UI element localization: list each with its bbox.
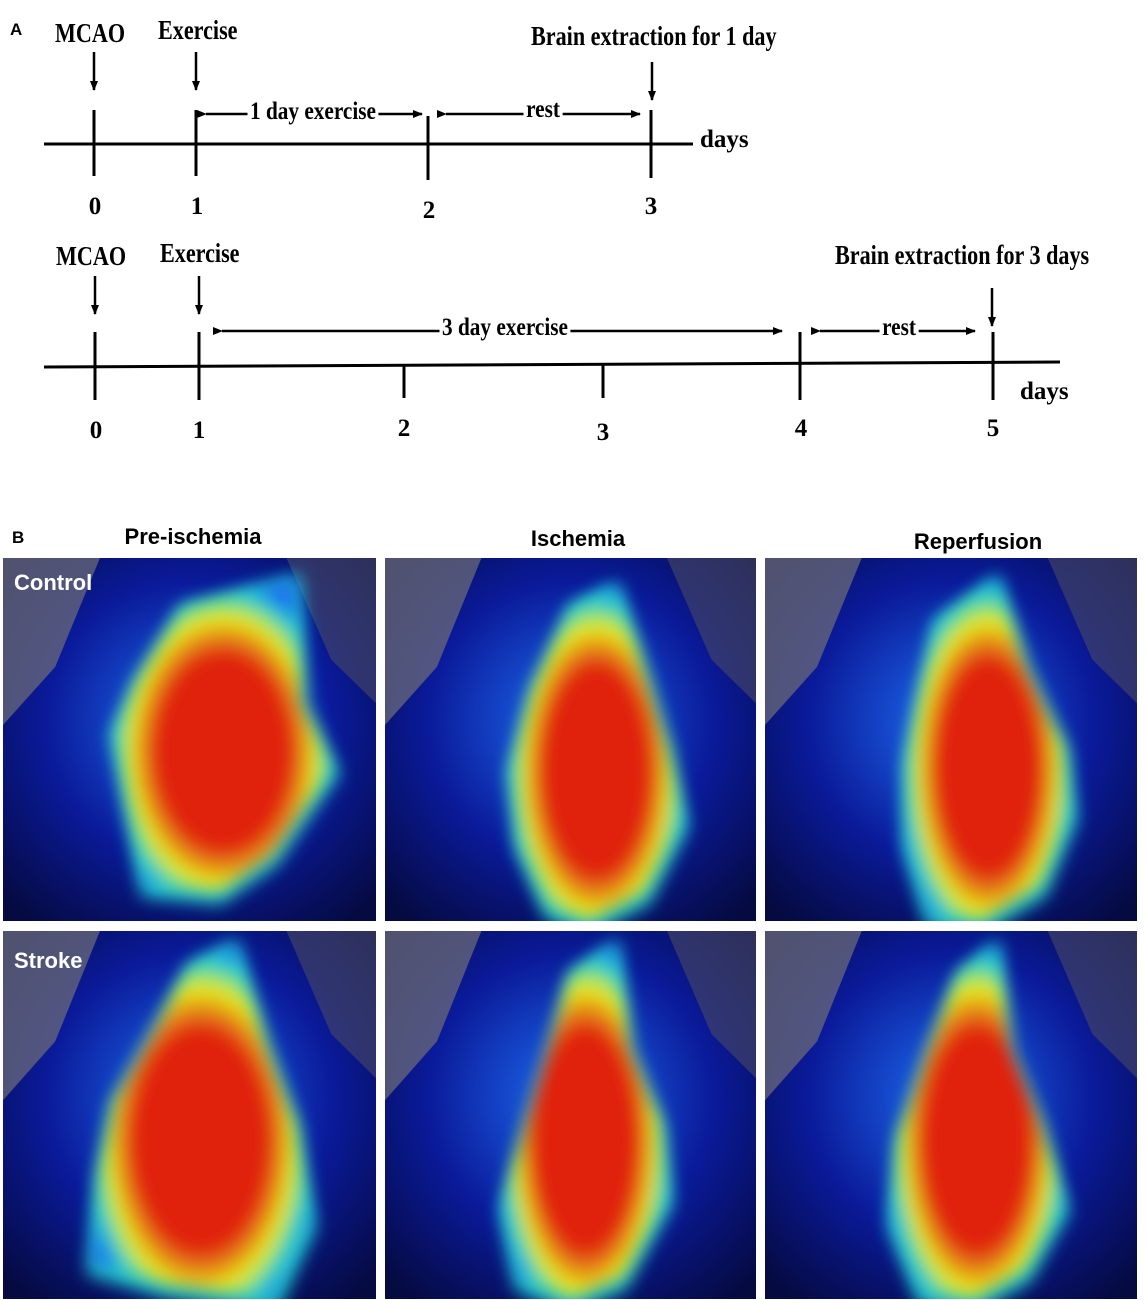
timeline-2-tick-label-2: 2 bbox=[397, 415, 411, 442]
timeline-2-extraction-label: Brain extraction for 3 days bbox=[835, 240, 1090, 270]
column-header-reperfusion: Reperfusion bbox=[913, 529, 1043, 554]
timeline-2-mcao-label: MCAO bbox=[56, 241, 127, 271]
row-label-stroke: Stroke bbox=[14, 948, 83, 973]
timeline-1-tick-label-1: 1 bbox=[190, 193, 204, 220]
timeline-2-units: days bbox=[1020, 378, 1069, 405]
timeline-2-exercise-label: Exercise bbox=[160, 238, 240, 268]
timeline-1-graphic bbox=[43, 52, 1061, 400]
column-header-pre-ischemia: Pre-ischemia bbox=[124, 524, 262, 549]
timeline-1-mcao-label: MCAO bbox=[55, 18, 126, 48]
timeline-2-tick-label-3: 3 bbox=[596, 419, 610, 446]
column-header-ischemia: Ischemia bbox=[530, 526, 626, 551]
timeline-1-units: days bbox=[700, 126, 749, 153]
panel-a-letter: A bbox=[10, 20, 23, 39]
timeline-1-exercise-span-label: 1 day exercise bbox=[247, 98, 379, 126]
timeline-2-tick-label-5: 5 bbox=[986, 415, 1000, 442]
timeline-2-axis bbox=[43, 360, 1061, 369]
panel-b-letter: B bbox=[12, 528, 25, 547]
image-control-pre-ischemia bbox=[3, 558, 376, 921]
image-stroke-ischemia bbox=[385, 931, 756, 1299]
timeline-2-tick-label-4: 4 bbox=[794, 415, 808, 442]
timeline-1-extraction-label: Brain extraction for 1 day bbox=[531, 21, 777, 51]
timeline-1-rest-span-label: rest bbox=[523, 96, 563, 124]
image-control-reperfusion bbox=[765, 558, 1137, 921]
image-stroke-reperfusion bbox=[765, 931, 1137, 1299]
timeline-1-tick-label-3: 3 bbox=[644, 193, 658, 220]
timeline-1-exercise-label: Exercise bbox=[158, 15, 238, 45]
timeline-2-tick-label-0: 0 bbox=[89, 417, 103, 444]
image-control-ischemia bbox=[385, 558, 756, 921]
timeline-2-rest-span-label: rest bbox=[879, 314, 919, 342]
timeline-2-tick-label-1: 1 bbox=[192, 417, 206, 444]
timeline-2-exercise-span-label: 3 day exercise bbox=[439, 314, 571, 342]
timeline-1-tick-label-0: 0 bbox=[88, 193, 102, 220]
row-label-control: Control bbox=[14, 570, 93, 595]
timeline-1-tick-label-2: 2 bbox=[422, 197, 436, 224]
image-stroke-pre-ischemia bbox=[3, 931, 376, 1299]
